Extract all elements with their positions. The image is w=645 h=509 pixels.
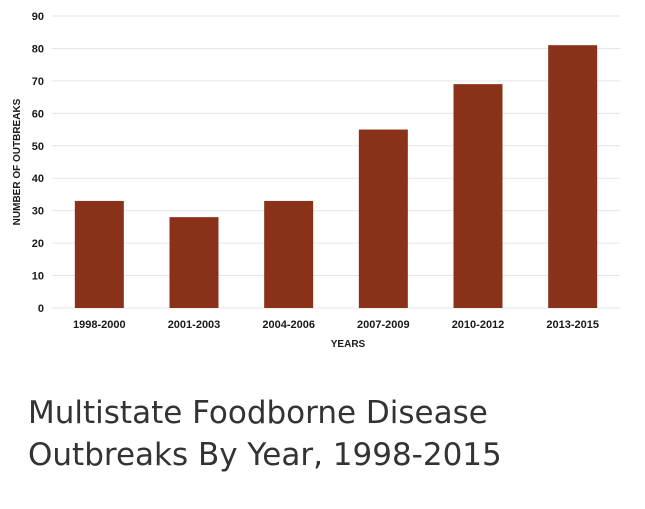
x-tick-label: 2004-2006 xyxy=(262,319,315,331)
x-tick-label: 1998-2000 xyxy=(73,319,126,331)
y-axis-ticks: 0 10 20 30 40 50 60 70 80 90 xyxy=(32,11,44,315)
y-tick-label: 0 xyxy=(38,303,44,315)
x-tick-label: 2001-2003 xyxy=(168,319,221,331)
y-tick-label: 90 xyxy=(32,11,44,23)
y-tick-label: 20 xyxy=(32,238,44,250)
bar-2013-2015 xyxy=(548,45,598,308)
bar-2001-2003 xyxy=(169,217,219,308)
x-tick-label: 2010-2012 xyxy=(452,319,505,331)
x-axis-ticks: 1998-2000 2001-2003 2004-2006 2007-2009 2010… xyxy=(73,319,599,331)
bar-1998-2000 xyxy=(74,200,124,308)
x-axis-title: YEARS xyxy=(331,339,366,350)
chart-canvas: 0 10 20 30 40 50 60 70 80 90 1998-2000 2001-2003 20… xyxy=(12,11,620,350)
x-tick-label: 2007-2009 xyxy=(357,319,410,331)
bar-2007-2009 xyxy=(358,129,408,308)
bar-chart: 0 10 20 30 40 50 60 70 80 90 1998-2000 2001-2003 20… xyxy=(12,11,620,350)
caption-line-1: Multistate Foodborne Disease xyxy=(28,395,488,431)
y-tick-label: 50 xyxy=(32,141,44,153)
bar-2004-2006 xyxy=(264,200,314,308)
bar-2010-2012 xyxy=(453,84,503,308)
y-axis-title: NUMBER OF OUTBREAKS xyxy=(12,98,23,225)
y-tick-label: 70 xyxy=(32,76,44,88)
y-tick-label: 80 xyxy=(32,43,44,55)
bars xyxy=(74,45,598,308)
y-tick-label: 10 xyxy=(32,271,44,283)
x-tick-label: 2013-2015 xyxy=(546,319,599,331)
y-tick-label: 60 xyxy=(32,108,44,120)
y-tick-label: 40 xyxy=(32,173,44,185)
grid-lines xyxy=(52,15,620,309)
chart-caption: Multistate Foodborne Disease Outbreaks B… xyxy=(28,392,628,476)
y-tick-label: 30 xyxy=(32,206,44,218)
caption-line-2: Outbreaks By Year, 1998-2015 xyxy=(28,437,502,473)
